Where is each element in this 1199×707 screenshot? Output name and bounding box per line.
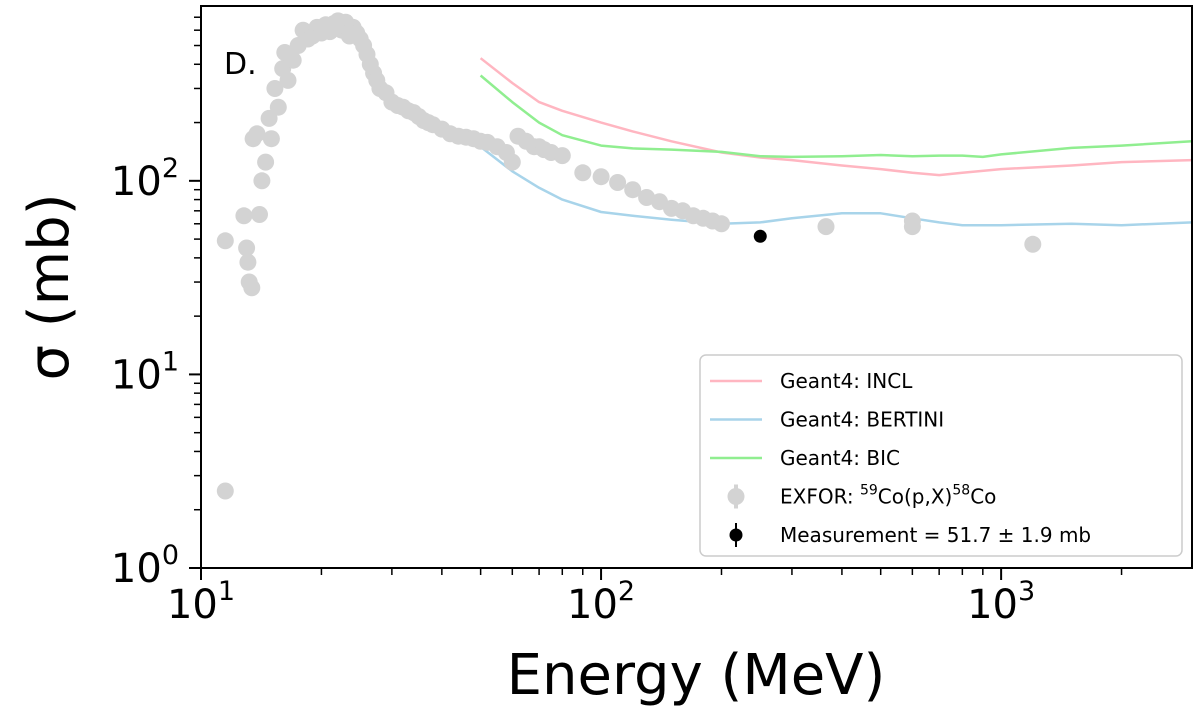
- exfor-data-point: [624, 181, 642, 199]
- x-tick-label: 103: [967, 576, 1035, 628]
- exfor-data-point: [574, 164, 592, 182]
- y-axis-title: σ (mb): [17, 193, 82, 380]
- x-tick-label-exponent: 3: [1018, 576, 1035, 607]
- y-tick-label-exponent: 1: [162, 346, 179, 377]
- legend-label-part: EXFOR:: [780, 485, 860, 509]
- y-tick-label-base: 10: [111, 159, 162, 205]
- legend-label-part: Co: [970, 485, 996, 509]
- exfor-data-point: [903, 218, 921, 236]
- y-tick-label: 102: [111, 153, 179, 205]
- exfor-data-point: [260, 109, 278, 127]
- exfor-data-point: [262, 130, 280, 148]
- series-layer: [216, 12, 1192, 500]
- exfor-data-point: [269, 98, 287, 116]
- exfor-data-point: [251, 206, 268, 223]
- exfor-data-point: [503, 153, 521, 171]
- exfor-data-point: [257, 153, 275, 171]
- exfor-data-point: [239, 253, 257, 271]
- exfor-data-point: [235, 207, 253, 225]
- x-tick-label-base: 10: [167, 582, 218, 628]
- y-tick-label: 101: [111, 346, 179, 398]
- y-tick-label: 100: [111, 540, 179, 592]
- legend-label: Geant4: BERTINI: [780, 408, 944, 432]
- legend-point-swatch: [729, 528, 743, 542]
- exfor-data-point: [243, 279, 261, 297]
- measurement-layer: [753, 229, 767, 243]
- x-tick-label: 101: [167, 576, 235, 628]
- series-line-2: [479, 74, 1192, 159]
- series-line-1: [479, 145, 1192, 227]
- exfor-data-point: [592, 168, 610, 186]
- exfor-data-point: [279, 71, 297, 89]
- legend-point-swatch: [727, 488, 745, 505]
- x-tick-label-exponent: 2: [618, 576, 635, 607]
- x-tick-label: 102: [567, 576, 635, 628]
- x-axis-title: Energy (MeV): [507, 643, 886, 707]
- exfor-data-point: [238, 239, 256, 257]
- y-tick-label-base: 10: [111, 352, 162, 398]
- exfor-data-point: [609, 174, 627, 191]
- y-tick-label-exponent: 0: [162, 540, 179, 571]
- legend-label: Geant4: BIC: [780, 446, 900, 470]
- exfor-data-point: [638, 189, 656, 206]
- x-axis: 101 102 103: [167, 568, 1123, 628]
- legend-frame: [699, 354, 1183, 557]
- legend-label-superscript: 58: [952, 483, 970, 499]
- x-tick-label-base: 10: [967, 582, 1018, 628]
- legend-label: EXFOR: 59Co(p,X)58Co: [780, 483, 996, 509]
- legend-label-superscript: 59: [860, 483, 878, 499]
- exfor-data-point: [266, 80, 284, 97]
- exfor-data-point: [253, 172, 271, 190]
- legend-label: Measurement = 51.7 ± 1.9 mb: [780, 523, 1091, 547]
- exfor-data-point: [553, 147, 571, 165]
- exfor-data-point: [817, 218, 835, 236]
- y-tick-label-exponent: 2: [162, 153, 179, 184]
- exfor-data-point: [216, 482, 234, 500]
- exfor-data-point: [713, 215, 730, 233]
- legend: Geant4: INCL Geant4: BERTINI Geant4: BIC EX…: [699, 354, 1183, 557]
- plot-frame: [200, 5, 1193, 569]
- measurement-point: [753, 229, 767, 243]
- y-tick-label-base: 10: [111, 546, 162, 592]
- exfor-data-point: [216, 232, 234, 250]
- series-line-0: [479, 57, 1192, 177]
- x-tick-label-base: 10: [567, 582, 618, 628]
- x-tick-label-exponent: 1: [218, 576, 235, 607]
- exfor-data-point: [1024, 235, 1042, 253]
- legend-label: Geant4: INCL: [780, 369, 913, 393]
- exfor-data-point: [248, 125, 266, 143]
- exfor-data-point: [284, 51, 302, 69]
- legend-label-part: Co(p,X): [878, 485, 953, 509]
- panel-label: D.: [224, 47, 257, 82]
